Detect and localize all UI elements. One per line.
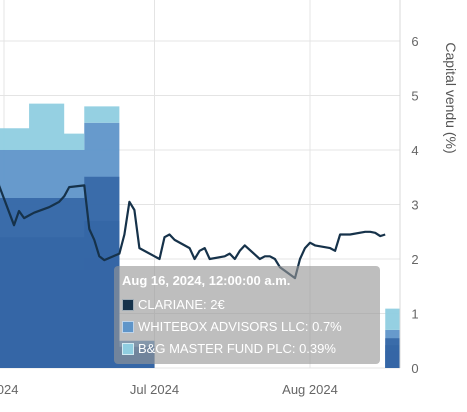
- y-tick-label: 5: [411, 89, 418, 104]
- tooltip-row: WHITEBOX ADVISORS LLC: 0.7%: [122, 320, 372, 342]
- tooltip-title: Aug 16, 2024, 12:00:00 a.m.: [122, 273, 291, 288]
- y-tick-label: 1: [411, 307, 418, 322]
- tooltip-swatch: [122, 321, 134, 333]
- tooltip: Aug 16, 2024, 12:00:00 a.m. CLARIANE: 2€…: [114, 266, 380, 364]
- axes: 0 1 2 3 4 5 6 2024 Jul 2024 Aug 2024 Capital vendu…: [0, 0, 459, 397]
- y-tick-label: 6: [411, 34, 418, 49]
- y-tick-label: 2: [411, 252, 418, 267]
- y-tick-label: 0: [411, 361, 418, 376]
- tooltip-label: CLARIANE: 2€: [138, 297, 225, 312]
- x-tick-label: Aug 2024: [282, 382, 338, 397]
- area-b-g-master-fund-plc: [0, 103, 400, 368]
- y-tick-label: 4: [411, 143, 418, 158]
- y-axis-title: Capital vendu (%): [443, 42, 459, 153]
- tooltip-row: CLARIANE: 2€: [122, 298, 372, 320]
- y-tick-label: 3: [411, 198, 418, 213]
- tooltip-label: WHITEBOX ADVISORS LLC: 0.7%: [138, 319, 342, 334]
- tooltip-swatch: [122, 299, 134, 311]
- x-tick-label: 2024: [0, 382, 18, 397]
- line-clariane: [0, 183, 386, 280]
- x-tick-label: Jul 2024: [130, 382, 179, 397]
- line-series: [0, 183, 386, 280]
- area-layer: [0, 176, 400, 368]
- tooltip-label: B&G MASTER FUND PLC: 0.39%: [138, 341, 336, 356]
- tooltip-swatch: [122, 343, 134, 355]
- tooltip-row: B&G MASTER FUND PLC: 0.39%: [122, 342, 372, 364]
